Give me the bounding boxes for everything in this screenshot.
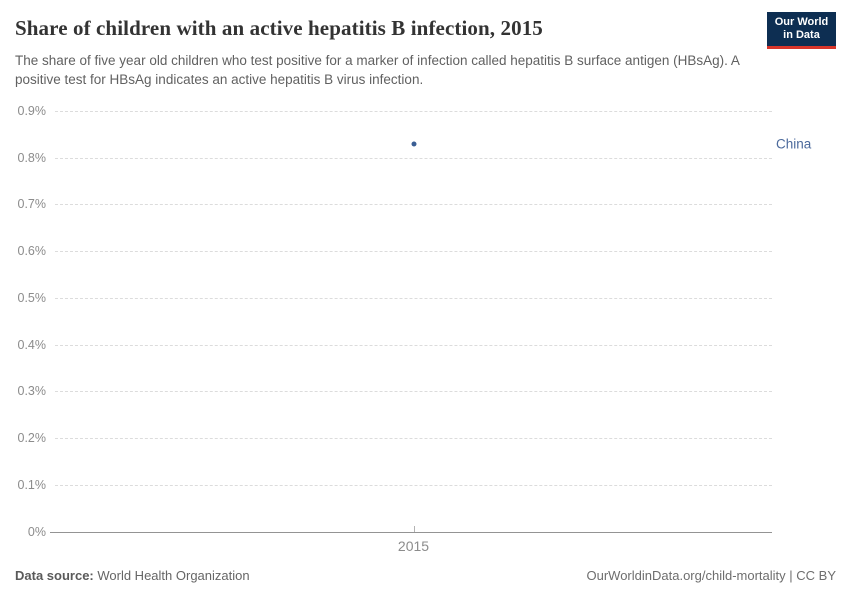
credit-link[interactable]: OurWorldinData.org/child-mortality | CC … <box>586 568 837 583</box>
x-tick-label: 2015 <box>397 537 430 554</box>
entity-label-china[interactable]: China <box>776 136 812 152</box>
chart-subtitle: The share of five year old children who … <box>15 53 740 87</box>
gridline <box>55 204 772 206</box>
gridline <box>55 391 772 393</box>
y-tick-label: 0% <box>27 524 46 539</box>
y-tick-label: 0.4% <box>17 337 47 352</box>
x-axis-line <box>50 531 772 533</box>
gridline <box>55 251 772 253</box>
y-tick-label: 0.1% <box>17 477 47 492</box>
data-point-china[interactable] <box>411 141 416 147</box>
x-tick-mark <box>413 525 415 532</box>
y-tick-label: 0.3% <box>17 384 47 399</box>
y-tick-label: 0.9% <box>17 103 47 118</box>
owid-logo-line1: Our World <box>774 16 829 28</box>
data-source-note: Data source: World Health Organization <box>15 568 250 583</box>
gridline <box>55 344 772 346</box>
data-source-value: World Health Organization <box>93 568 250 583</box>
y-tick-label: 0.5% <box>17 290 47 305</box>
owid-logo[interactable]: Our World in Data <box>767 12 836 49</box>
owid-logo-line2: in Data <box>783 29 820 41</box>
gridline <box>55 157 772 159</box>
gridline <box>55 438 772 440</box>
chart-title: Share of children with an active hepatit… <box>15 16 543 40</box>
gridline <box>55 484 772 486</box>
y-tick-label: 0.6% <box>17 244 47 259</box>
gridline <box>55 297 772 299</box>
chart-footer: Data source: World Health Organization O… <box>15 568 836 583</box>
y-tick-label: 0.7% <box>17 197 47 212</box>
y-tick-label: 0.8% <box>17 150 47 165</box>
y-tick-label: 0.2% <box>17 431 47 446</box>
gridline <box>55 110 772 112</box>
data-source-label: Data source: <box>15 568 94 583</box>
